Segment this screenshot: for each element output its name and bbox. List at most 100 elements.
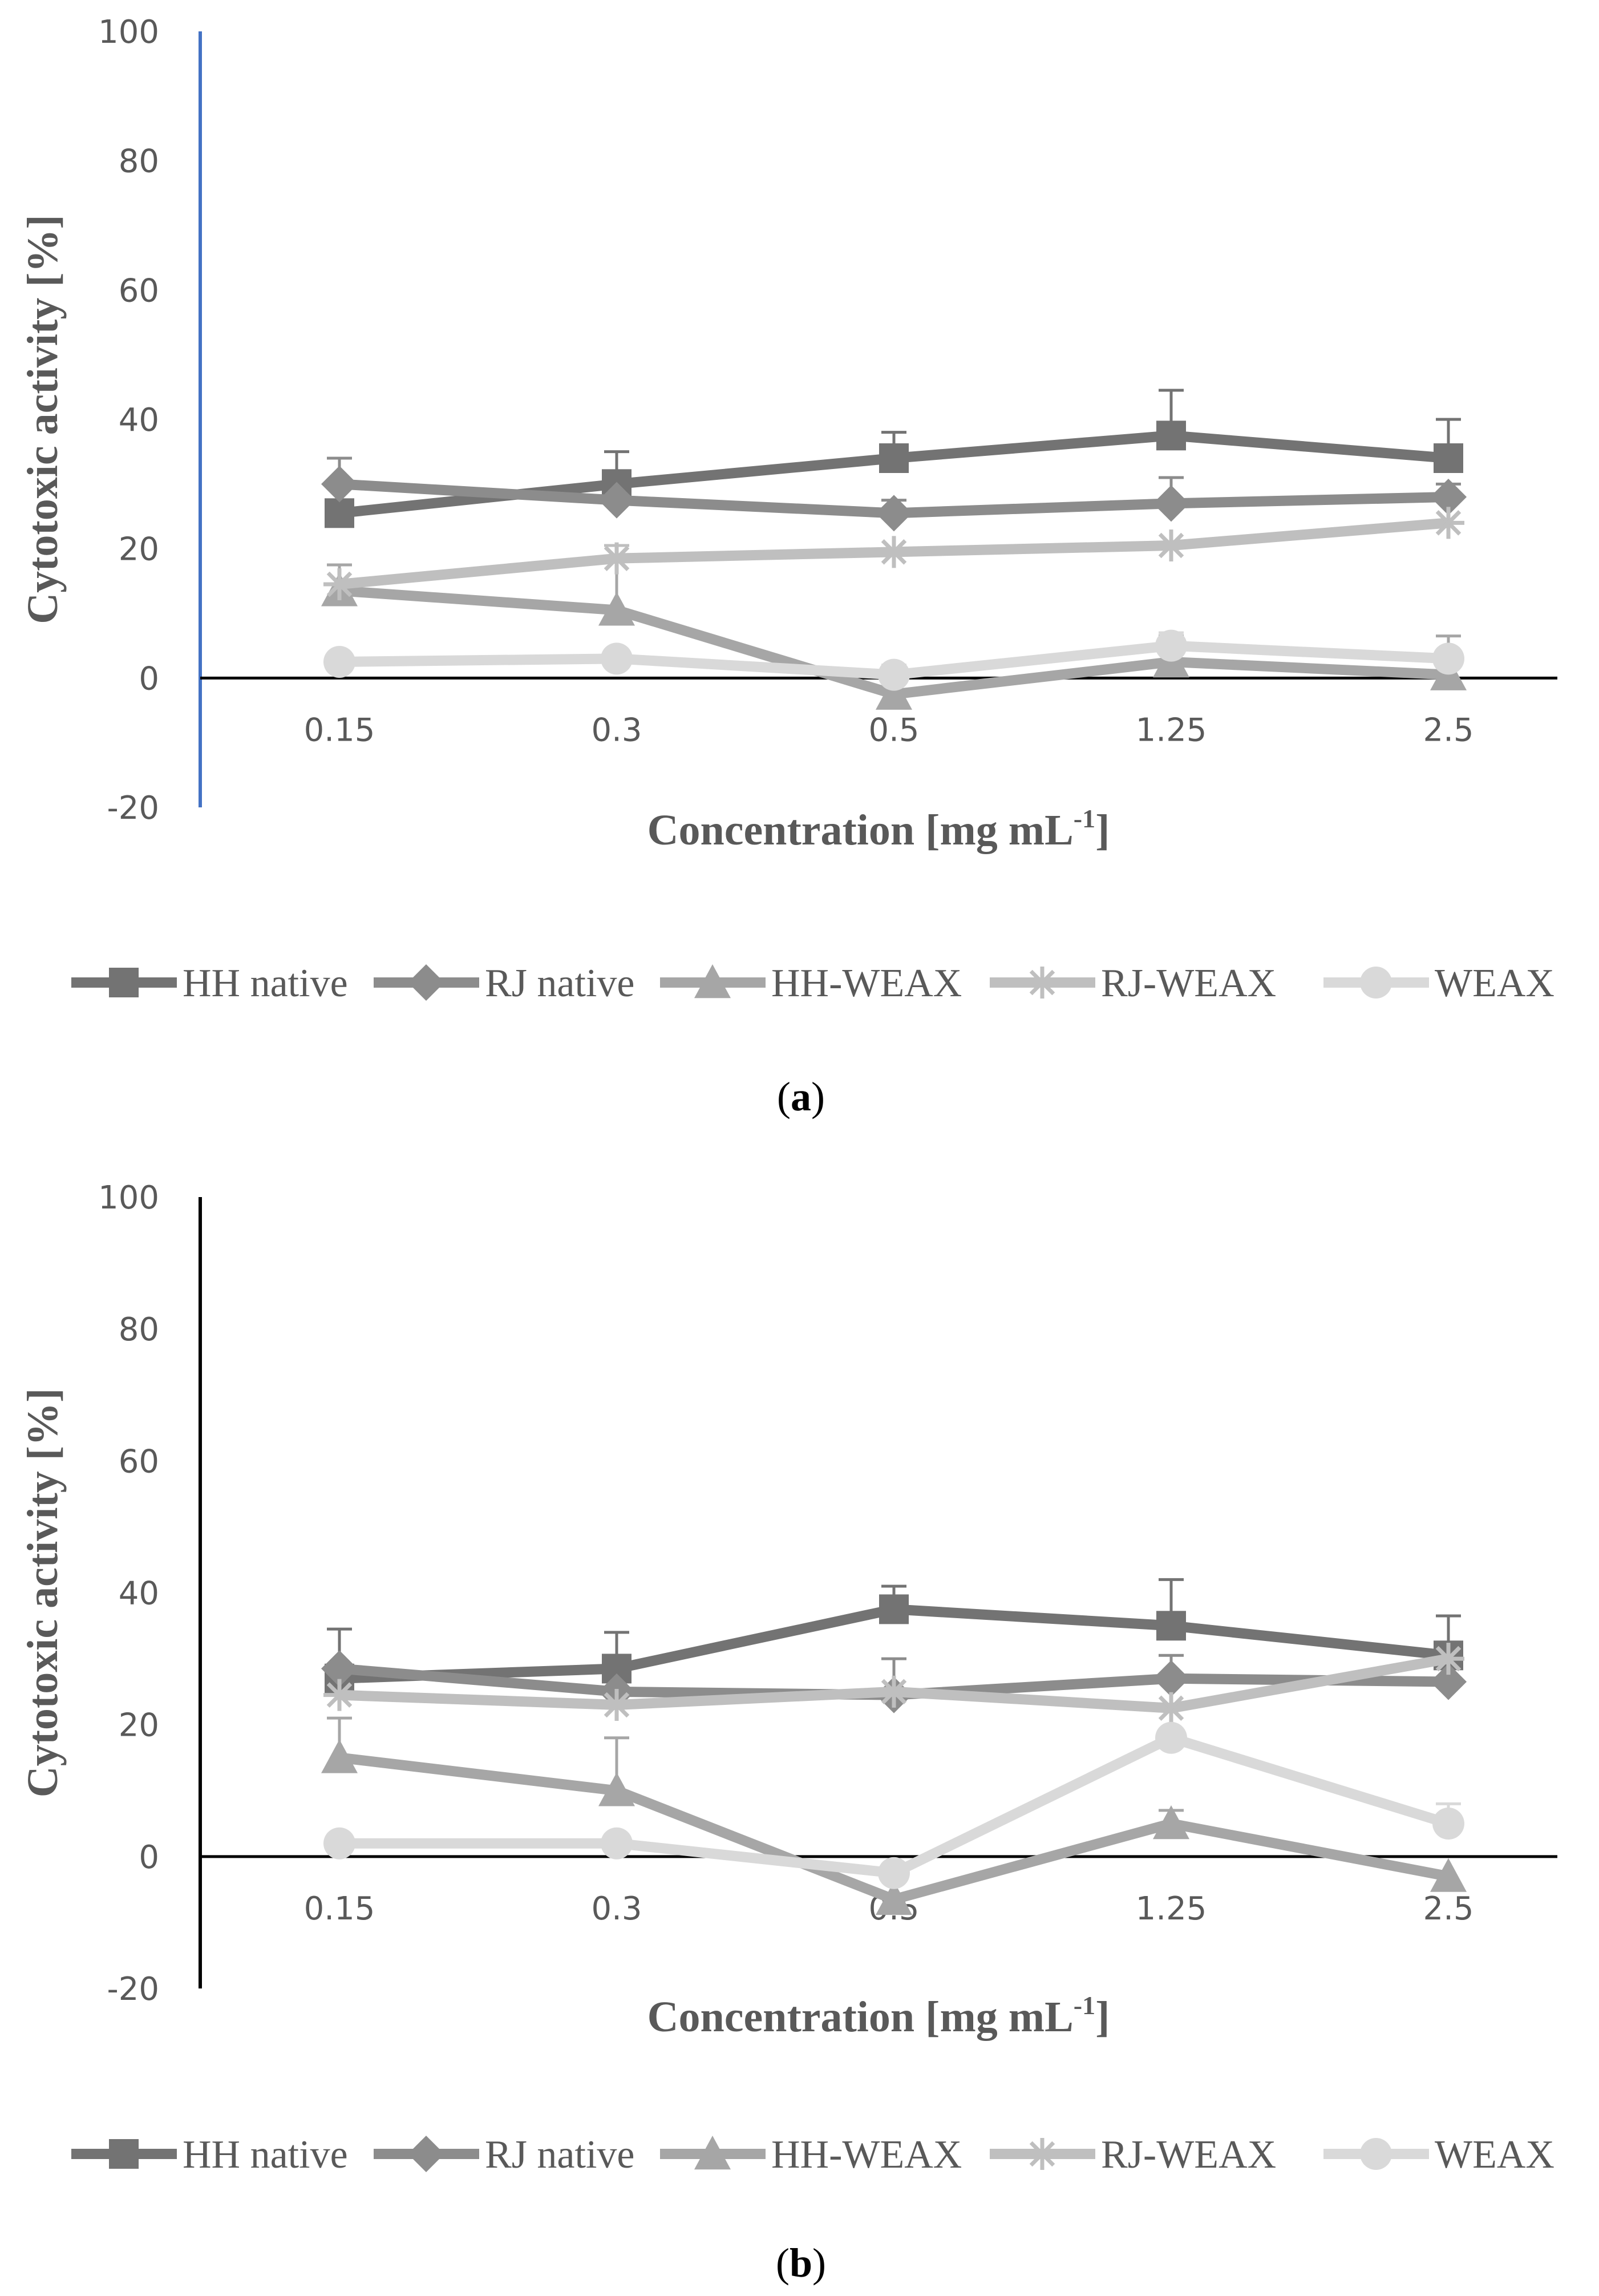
data-point xyxy=(598,592,635,626)
data-point xyxy=(876,676,912,710)
data-point xyxy=(601,1827,633,1860)
legend-label: HH-WEAX xyxy=(771,2133,962,2177)
legend-item: RJ-WEAX xyxy=(990,961,1276,1005)
y-axis-title: Cytotoxic activity [%] xyxy=(19,1388,67,1798)
data-point xyxy=(1430,1858,1467,1892)
data-point xyxy=(321,466,358,503)
data-point xyxy=(1156,421,1186,451)
y-tick-label: 0 xyxy=(139,1839,159,1876)
data-point xyxy=(323,1827,355,1860)
legend-item: RJ native xyxy=(374,2133,634,2177)
legend-item: WEAX xyxy=(1323,2133,1555,2177)
series-line xyxy=(339,1732,1450,1878)
x-tick-label: 1.25 xyxy=(1136,712,1207,749)
y-tick-label: 60 xyxy=(119,1443,159,1480)
series-weax xyxy=(323,1721,1464,1889)
legend-item: HH native xyxy=(71,961,348,1005)
x-tick-label: 2.5 xyxy=(1423,712,1473,749)
x-tick-label: 2.5 xyxy=(1423,1890,1473,1927)
series-hh-native xyxy=(325,1578,1463,1693)
chart-panel-b: 100806040200-200.150.30.51.252.5Cytotoxi… xyxy=(19,1179,1557,2177)
x-axis-title: Concentration [mg mL-1] xyxy=(647,804,1110,854)
y-tick-label: 40 xyxy=(119,1575,159,1612)
data-point xyxy=(1153,1805,1189,1840)
data-point xyxy=(878,1675,910,1708)
data-point xyxy=(1155,1692,1187,1724)
data-point xyxy=(601,542,633,575)
x-tick-label: 0.15 xyxy=(304,1890,375,1927)
legend-label: WEAX xyxy=(1435,961,1555,1005)
data-point xyxy=(321,1739,358,1773)
data-point xyxy=(876,1881,912,1915)
x-axis-title: Concentration [mg mL-1] xyxy=(647,1991,1110,2041)
x-tick-label: 0.3 xyxy=(591,712,642,749)
panel-label-b: (b) xyxy=(776,2240,826,2286)
data-point xyxy=(1156,1611,1186,1641)
y-tick-label: -20 xyxy=(107,1971,159,2008)
y-tick-label: 20 xyxy=(119,531,159,568)
legend-label: HH native xyxy=(183,961,348,1005)
data-point xyxy=(1153,1660,1189,1697)
legend-item: HH-WEAX xyxy=(660,2133,962,2177)
series-rj-weax xyxy=(323,507,1464,600)
data-point xyxy=(878,1857,910,1889)
data-point xyxy=(1153,485,1189,522)
panel-label-a: (a) xyxy=(777,1074,825,1119)
y-tick-label: 80 xyxy=(119,143,159,180)
legend-label: RJ native xyxy=(485,961,634,1005)
legend: HH native RJ native HH-WEAX RJ-WEAX WEAX xyxy=(71,961,1555,1005)
legend-label: HH-WEAX xyxy=(771,961,962,1005)
data-point xyxy=(879,1594,909,1624)
x-tick-label: 1.25 xyxy=(1136,1890,1207,1927)
legend-label: RJ native xyxy=(485,2133,634,2177)
legend-marker xyxy=(1026,967,1058,999)
legend-marker xyxy=(408,2136,444,2172)
data-point xyxy=(878,658,910,691)
data-point xyxy=(1432,1808,1464,1840)
chart-panel-a: 100 80 60 40 20 0 -20 0.15 0.3 0.5 1.25 2.5 Cytotoxi… xyxy=(19,14,1557,1005)
data-point xyxy=(321,1650,358,1687)
data-point xyxy=(323,646,355,678)
series-weax xyxy=(323,629,1464,691)
data-point xyxy=(1432,642,1464,675)
data-point xyxy=(1432,507,1464,539)
data-point xyxy=(879,443,909,473)
y-tick-label: -20 xyxy=(107,790,159,827)
x-tick-label: 0.15 xyxy=(304,712,375,749)
y-tick-label: 100 xyxy=(98,14,159,51)
legend-marker xyxy=(1360,2138,1392,2170)
legend-item: HH-WEAX xyxy=(660,961,962,1005)
legend-marker xyxy=(109,968,139,997)
data-point xyxy=(601,642,633,675)
legend: HH native RJ native HH-WEAX RJ-WEAX WEAX xyxy=(71,2133,1555,2177)
legend-item: RJ native xyxy=(374,961,634,1005)
series-hh-weax xyxy=(321,1716,1467,1915)
legend-marker xyxy=(694,964,731,999)
series-rj-weax xyxy=(323,1643,1464,1724)
data-point xyxy=(876,495,912,532)
data-point xyxy=(1155,1721,1187,1754)
data-point xyxy=(878,536,910,568)
y-tick-label: 20 xyxy=(119,1707,159,1744)
legend-label: HH native xyxy=(183,2133,348,2177)
legend-marker xyxy=(109,2139,139,2169)
data-point xyxy=(325,498,354,528)
data-point xyxy=(1434,443,1463,473)
x-tick-label: 0.5 xyxy=(868,712,919,749)
data-point xyxy=(323,1679,355,1711)
data-point xyxy=(598,482,635,519)
data-point xyxy=(1155,529,1187,561)
data-point xyxy=(1430,479,1467,515)
y-axis-title: Cytotoxic activity [%] xyxy=(19,215,67,624)
y-tick-label: 80 xyxy=(119,1311,159,1348)
legend-item: HH native xyxy=(71,2133,348,2177)
legend-label: WEAX xyxy=(1435,2133,1555,2177)
data-point xyxy=(323,568,355,600)
legend-label: RJ-WEAX xyxy=(1101,961,1276,1005)
y-tick-label: 0 xyxy=(139,660,159,697)
legend-marker xyxy=(408,964,444,1001)
legend-label: RJ-WEAX xyxy=(1101,2133,1276,2177)
data-point xyxy=(1155,629,1187,662)
legend-item: WEAX xyxy=(1323,961,1555,1005)
